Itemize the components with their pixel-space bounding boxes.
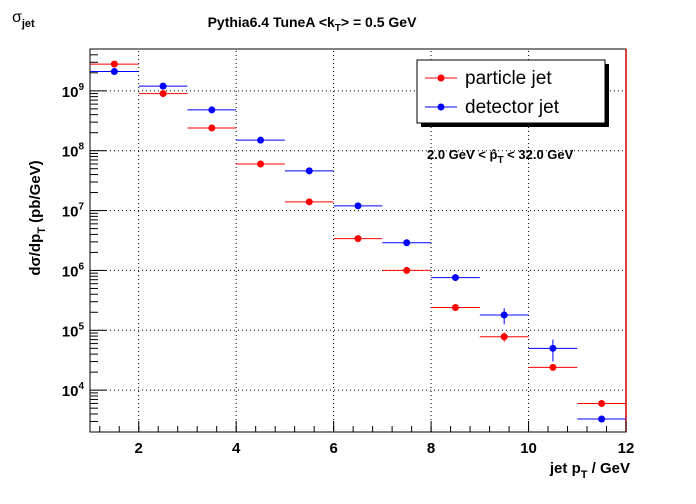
marker [257,160,265,168]
data-point [528,363,578,371]
x-tick-label: 4 [232,440,241,457]
legend-entry-particle-jet: particle jet [425,68,552,89]
marker [598,399,606,407]
marker [549,363,557,371]
marker [403,239,411,247]
data-point [479,308,529,325]
data-point [236,136,285,144]
data-point [577,399,626,407]
chart-title: Pythia6.4 TuneA <kT> = 0.5 GeV [208,14,417,34]
x-tick-label: 8 [427,440,435,457]
y-tick-label: 109 [62,82,85,101]
x-tick-label: 10 [520,440,537,457]
x-axis-label: jet pT / GeV [549,460,630,481]
series-detector-jet [90,68,626,423]
y-tick-label: 108 [62,142,85,161]
legend-box [416,59,606,124]
data-point [187,106,237,114]
marker [549,344,557,352]
marker [257,136,265,144]
data-point [284,198,334,206]
x-tick-label: 6 [329,440,337,457]
legend-entry-detector-jet: detector jet [425,97,560,118]
annotation-pthat-range: 2.0 GeV < p̂T < 32.0 GeV [427,147,574,166]
y-tick-labels: 104 105 106 107 108 109 [62,82,85,400]
marker [305,167,313,175]
y-tick-label: 107 [62,202,85,221]
data-point [431,304,480,312]
canvas-label: σjet [12,9,35,30]
data-point [90,68,139,76]
data-point [431,274,480,282]
marker [208,106,216,114]
legend: particle jet detector jet [416,59,609,127]
marker [354,235,362,243]
marker [451,304,459,312]
data-point [577,415,626,423]
marker [403,266,411,274]
data-point [284,167,334,175]
marker [500,333,508,341]
y-tick-label: 106 [62,261,85,280]
data-point [90,60,139,68]
data-point [333,235,383,243]
data-point [479,332,529,342]
marker [305,198,313,206]
data-point [382,266,432,274]
data-point [138,90,188,98]
marker [110,68,118,76]
data-point [528,339,578,362]
marker [500,311,508,319]
marker [159,82,167,90]
data-point [138,82,188,90]
y-axis-label: dσ/dpT (pb/GeV) [27,160,48,275]
x-tick-label: 2 [135,440,143,457]
grid-lines [90,49,626,432]
y-tick-label: 105 [62,321,85,340]
data-point [333,202,383,210]
data-point [187,124,237,132]
marker [354,202,362,210]
marker [451,274,459,282]
data-points [90,60,626,423]
marker [159,90,167,98]
legend-marker-particle-jet [437,74,445,82]
marker [208,124,216,132]
y-tick-label: 104 [62,381,85,400]
x-tick-label: 12 [618,440,635,457]
legend-label-particle-jet: particle jet [465,68,552,89]
series-particle-jet [90,60,626,407]
data-point [236,160,285,168]
legend-marker-detector-jet [437,103,445,111]
marker [110,60,118,68]
marker [598,415,606,423]
data-point [382,239,432,247]
x-tick-labels: 2 4 6 8 10 12 [135,440,635,457]
legend-label-detector-jet: detector jet [465,97,560,118]
axis-ticks [90,48,627,433]
